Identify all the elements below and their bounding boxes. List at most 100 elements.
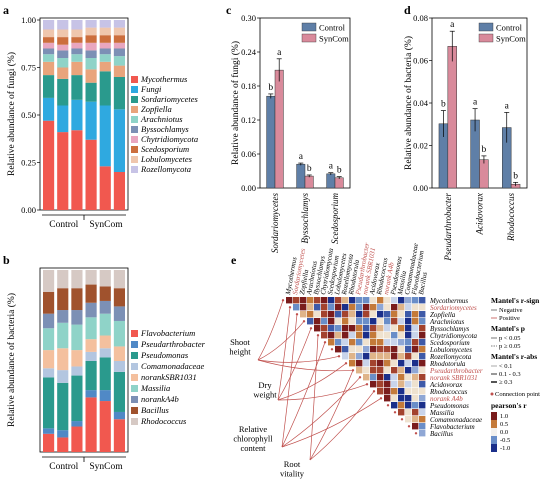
legend-label: Zopfiella [141, 104, 172, 114]
heatmap-cell [391, 374, 398, 381]
heatmap-column-label: Bacillus [417, 271, 429, 295]
heatmap-cell [335, 332, 342, 339]
heatmap-cell [391, 353, 398, 360]
significance-letter: a [277, 48, 282, 58]
heatmap-cell [335, 346, 342, 353]
heatmap-cell [342, 325, 349, 332]
heatmap-cell [412, 346, 419, 353]
y-tick-label: 0.24 [241, 47, 257, 57]
heatmap-cell [370, 360, 377, 367]
heatmap-cell [342, 311, 349, 318]
stacked-segment [85, 351, 97, 361]
x-category-label: Byssochlamys [300, 193, 310, 244]
significance-letter: b [268, 83, 273, 93]
significance-letter: a [450, 20, 455, 30]
heatmap-cell [405, 332, 412, 339]
stacked-segment [113, 320, 125, 347]
y-axis-label: Relative abundance of fungi (%) [6, 52, 17, 176]
legend-label: Massilia [140, 383, 170, 393]
stacked-segment [57, 37, 69, 45]
legend-swatch [131, 76, 138, 83]
heatmap-cell [391, 346, 398, 353]
y-tick-label: 0.08 [413, 13, 428, 23]
heatmap-cell [391, 325, 398, 332]
stacked-segment [99, 105, 111, 167]
stacked-segment [57, 78, 69, 106]
stacked-segment [85, 101, 97, 140]
legend-swatch [131, 136, 138, 143]
heatmap-cell [419, 318, 426, 325]
heatmap-row-label: Chytridiomycota [430, 332, 478, 340]
connection-point [393, 411, 397, 414]
stacked-segment [71, 130, 83, 210]
heatmap-cell [335, 304, 342, 311]
legend-swatch [131, 418, 138, 425]
heatmap-cell [419, 360, 426, 367]
heatmap-cell [363, 360, 370, 367]
group-label: SynCom [89, 462, 123, 472]
heatmap-cell [384, 311, 391, 318]
stacked-segment [71, 42, 83, 49]
heatmap-cell [356, 367, 363, 374]
bar [304, 175, 314, 189]
stacked-segment [85, 270, 97, 285]
heatmap-cell [398, 374, 405, 381]
legend-swatch [131, 106, 138, 113]
heatmap-cell [307, 297, 314, 304]
legend-swatch [131, 166, 138, 173]
stacked-segment [71, 426, 83, 452]
heatmap-cell [391, 367, 398, 374]
heatmap-cell [342, 332, 349, 339]
stacked-segment [85, 339, 97, 352]
heatmap-cell [377, 311, 384, 318]
heatmap-row-label: Pseudomonas [429, 402, 469, 410]
stacked-segment [43, 350, 55, 369]
heatmap-cell [412, 367, 419, 374]
heatmap-cell [405, 416, 412, 423]
colorbar-tick-label: 0.5 [500, 421, 508, 428]
heatmap-cell [419, 339, 426, 346]
stacked-segment [71, 54, 83, 62]
legend-swatch [131, 146, 138, 153]
heatmap-cell [398, 388, 405, 395]
heatmap-cell [335, 325, 342, 332]
heatmap-row-label: Pseudarthrobacter [429, 367, 483, 375]
y-tick-label: 0.00 [413, 183, 428, 193]
significance-letter: a [329, 162, 334, 172]
heatmap-cell [412, 325, 419, 332]
stacked-segment [43, 313, 55, 329]
stacked-segment [71, 61, 83, 76]
stacked-segment [43, 48, 55, 55]
heatmap-cell [384, 374, 391, 381]
stacked-segment [57, 58, 69, 68]
legend-label: ≥ 0.3 [499, 379, 512, 386]
heatmap-cell [412, 297, 419, 304]
trait-label: Root vitality [280, 459, 305, 479]
heatmap-cell [398, 360, 405, 367]
heatmap-cell [363, 353, 370, 360]
stacked-segment [71, 375, 83, 422]
heatmap-cell [377, 304, 384, 311]
heatmap-cell [300, 311, 307, 318]
stacked-segment [71, 37, 83, 43]
stacked-segment [113, 35, 125, 43]
colorbar-segment [491, 420, 497, 428]
stacked-segment [113, 419, 125, 452]
heatmap-cell [384, 297, 391, 304]
legend-swatch [131, 116, 138, 123]
heatmap-cell [370, 325, 377, 332]
stacked-segment [57, 348, 69, 371]
heatmap-cell [356, 318, 363, 325]
heatmap-cell [405, 318, 412, 325]
heatmap-cell [314, 311, 321, 318]
heatmap-cell [405, 402, 412, 409]
heatmap-cell [384, 360, 391, 367]
heatmap-cell [328, 311, 335, 318]
legend-title: Mantel's p [491, 324, 525, 333]
heatmap-cell [377, 360, 384, 367]
heatmap-cell [405, 360, 412, 367]
heatmap-cell [419, 416, 426, 423]
heatmap-cell [349, 346, 356, 353]
significance-letter: a [473, 98, 478, 108]
mantel-link [309, 391, 375, 461]
